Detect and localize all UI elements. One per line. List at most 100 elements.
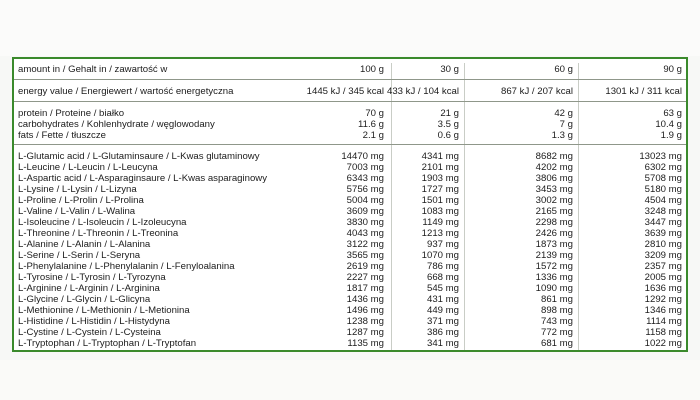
amino-acid-row: L-Threonine / L-Threonin / L-Treonina 404…: [14, 228, 686, 240]
header-col-100g: 100 g: [359, 64, 384, 75]
amino-acid-row: L-Phenylalanine / L-Phenylalanin / L-Fen…: [14, 261, 686, 273]
nutrient-value: 3209 mg: [644, 250, 682, 261]
nutrient-label: L-Isoleucine / L-Isoleucin / L-Izoleucyn…: [18, 217, 187, 228]
nutrient-value: 2426 mg: [535, 228, 573, 239]
nutrient-label: L-Aspartic acid / L-Asparaginsaure / L-K…: [18, 173, 268, 184]
nutrient-value: 937 mg: [427, 239, 459, 250]
amino-acid-row: L-Leucine / L-Leucin / L-Leucyna 7003 mg 2…: [14, 162, 686, 174]
nutrient-value: 5756 mg: [346, 184, 384, 195]
nutrient-value: 7003 mg: [346, 162, 384, 173]
nutrient-value: 449 mg: [427, 305, 459, 316]
nutrient-value: 1149 mg: [422, 217, 459, 228]
amino-acid-row: L-Histidine / L-Histidin / L-Histydyna 12…: [14, 316, 686, 328]
column-divider: [391, 63, 392, 350]
nutrient-value: 3609 mg: [346, 206, 384, 217]
nutrient-value: 1.3 g: [551, 130, 573, 141]
nutrient-value: 431 mg: [427, 294, 459, 305]
nutrient-value: 70 g: [365, 108, 384, 119]
amino-acid-row: L-Valine / L-Valin / L-Walina 3609 mg 1083…: [14, 206, 686, 218]
macro-row: fats / Fette / tłuszcze 2.1 g 0.6 g 1.3 g 1.…: [14, 130, 686, 142]
nutrient-value: 1903 mg: [421, 173, 459, 184]
nutrient-label: L-Methionine / L-Methionin / L-Metionina: [18, 305, 190, 316]
amino-acid-row: L-Tryptophan / L-Tryptophan / L-Tryptofa…: [14, 338, 686, 350]
nutrient-value: 898 mg: [541, 305, 573, 316]
header-col-30g: 30 g: [440, 64, 459, 75]
nutrient-value: 2165 mg: [535, 206, 573, 217]
header-label: amount in / Gehalt in / zawartość w: [18, 64, 168, 75]
nutrient-value: 7 g: [559, 119, 573, 130]
nutrient-value: 3453 mg: [535, 184, 573, 195]
nutrient-value: 1114 mg: [646, 316, 682, 327]
nutrient-value: 5708 mg: [644, 173, 682, 184]
nutrient-value: 4043 mg: [346, 228, 384, 239]
nutrient-value: 5180 mg: [644, 184, 682, 195]
amino-acid-row: L-Arginine / L-Arginin / L-Arginina 1817 …: [14, 283, 686, 295]
nutrient-value: 2357 mg: [644, 261, 682, 272]
nutrient-value: 371 mg: [427, 316, 459, 327]
energy-value-60g: 867 kJ / 207 kcal: [501, 86, 573, 97]
nutrient-value: 1727 mg: [421, 184, 459, 195]
nutrient-value: 42 g: [554, 108, 573, 119]
nutrient-label: L-Phenylalanine / L-Phenylalanin / L-Fen…: [18, 261, 235, 272]
nutrition-table: amount in / Gehalt in / zawartość w 100 …: [12, 57, 688, 352]
nutrient-value: 341 mg: [427, 338, 459, 349]
nutrient-value: 8682 mg: [535, 151, 573, 162]
background-top: [0, 0, 700, 56]
column-divider: [464, 63, 465, 350]
nutrient-label: L-Leucine / L-Leucin / L-Leucyna: [18, 162, 158, 173]
nutrient-value: 681 mg: [541, 338, 573, 349]
energy-value-100g: 1445 kJ / 345 kcal: [306, 86, 384, 97]
amino-acid-row: L-Glutamic acid / L-Glutaminsaure / L-Kw…: [14, 151, 686, 163]
nutrient-value: 10.4 g: [655, 119, 682, 130]
nutrient-value: 1501 mg: [421, 195, 459, 206]
header-row: amount in / Gehalt in / zawartość w 100 …: [14, 64, 686, 76]
divider-line: [14, 79, 686, 80]
nutrient-value: 2139 mg: [535, 250, 573, 261]
amino-acid-row: L-Cystine / L-Cystein / L-Cysteina 1287 m…: [14, 327, 686, 339]
amino-acid-row: L-Lysine / L-Lysin / L-Lizyna 5756 mg 1727…: [14, 184, 686, 196]
nutrient-value: 13023 mg: [639, 151, 682, 162]
header-col-60g: 60 g: [554, 64, 573, 75]
nutrient-value: 1070 mg: [421, 250, 459, 261]
nutrient-value: 14470 mg: [341, 151, 384, 162]
amino-acid-row: L-Alanine / L-Alanin / L-Alanina 3122 mg 9…: [14, 239, 686, 251]
nutrient-label: fats / Fette / tłuszcze: [18, 130, 106, 141]
nutrient-label: L-Lysine / L-Lysin / L-Lizyna: [18, 184, 137, 195]
nutrient-label: carbohydrates / Kohlenhydrate / węglowod…: [18, 119, 215, 130]
nutrient-value: 1090 mg: [535, 283, 573, 294]
energy-value-90g: 1301 kJ / 311 kcal: [605, 86, 682, 97]
nutrient-value: 1572 mg: [535, 261, 573, 272]
amino-acid-row: L-Tyrosine / L-Tyrosin / L-Tyrozyna 2227 …: [14, 272, 686, 284]
nutrient-value: 11.6 g: [358, 119, 384, 130]
nutrient-value: 1213 mg: [421, 228, 459, 239]
nutrient-value: 0.6 g: [437, 130, 459, 141]
nutrient-label: L-Proline / L-Prolin / L-Prolina: [18, 195, 144, 206]
nutrient-value: 1238 mg: [346, 316, 384, 327]
energy-value-30g: 433 kJ / 104 kcal: [387, 86, 459, 97]
nutrient-value: 5004 mg: [346, 195, 384, 206]
nutrient-value: 743 mg: [541, 316, 573, 327]
nutrient-value: 1158 mg: [645, 327, 682, 338]
nutrient-value: 4504 mg: [644, 195, 682, 206]
nutrient-value: 1022 mg: [644, 338, 682, 349]
amino-acid-row: L-Proline / L-Prolin / L-Prolina 5004 mg 1…: [14, 195, 686, 207]
amino-acid-row: L-Methionine / L-Methionin / L-Metionina…: [14, 305, 686, 317]
nutrient-value: 3122 mg: [346, 239, 384, 250]
nutrient-value: 545 mg: [427, 283, 459, 294]
nutrient-label: L-Alanine / L-Alanin / L-Alanina: [18, 239, 151, 250]
nutrient-value: 1436 mg: [346, 294, 384, 305]
nutrient-value: 2619 mg: [346, 261, 384, 272]
nutrient-value: 6302 mg: [644, 162, 682, 173]
nutrient-value: 2298 mg: [535, 217, 573, 228]
background-bottom: [0, 360, 700, 400]
nutrient-label: L-Glycine / L-Glycin / L-Glicyna: [18, 294, 151, 305]
nutrient-value: 3447 mg: [644, 217, 682, 228]
nutrient-value: 3830 mg: [346, 217, 384, 228]
macro-row: carbohydrates / Kohlenhydrate / węglowod…: [14, 119, 686, 131]
nutrient-value: 3639 mg: [644, 228, 682, 239]
nutrient-value: 772 mg: [541, 327, 573, 338]
nutrient-label: L-Cystine / L-Cystein / L-Cysteina: [18, 327, 161, 338]
amino-acid-row: L-Aspartic acid / L-Asparaginsaure / L-K…: [14, 173, 686, 185]
amino-acid-row: L-Isoleucine / L-Isoleucin / L-Izoleucyn…: [14, 217, 686, 229]
nutrient-value: 1292 mg: [644, 294, 682, 305]
